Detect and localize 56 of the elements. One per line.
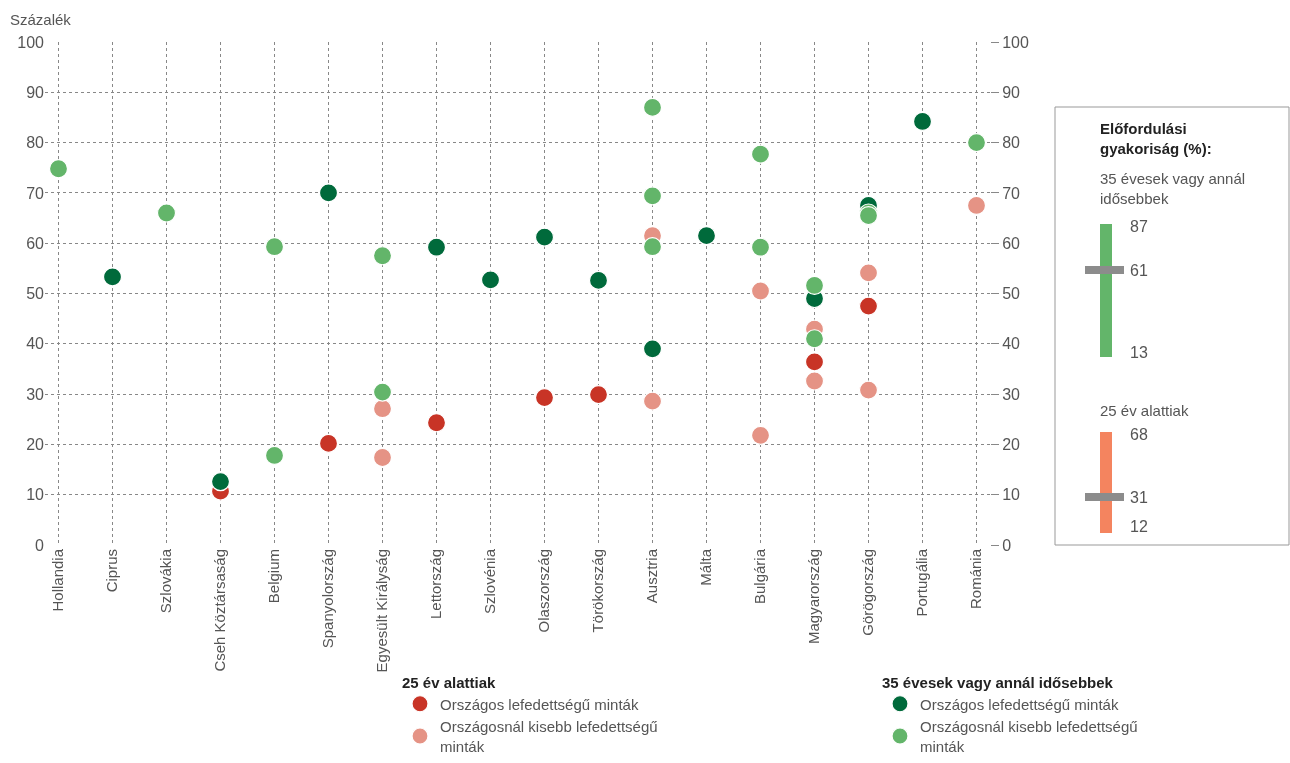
- text: 31: [1130, 489, 1148, 506]
- x-tick-label: Olaszország: [535, 549, 553, 633]
- y2-tick-label: 40: [1002, 335, 1021, 353]
- text: 12: [1130, 518, 1148, 535]
- y2-tick-label: 20: [1002, 436, 1021, 453]
- x-tick-label: Bulgária: [751, 548, 769, 605]
- y-tick-label: 10: [26, 486, 45, 504]
- y2-tick-label: 10: [1002, 486, 1021, 504]
- x-tick-label: Törökország: [589, 549, 607, 633]
- x-tick-label: Belgium: [265, 549, 283, 604]
- y-tick-label: 80: [26, 134, 45, 152]
- y-tick-label: 40: [26, 335, 45, 353]
- x-tick-label: Hollandia: [49, 548, 67, 612]
- y-tick-label: 100: [17, 33, 45, 51]
- category-label: 25 év alattiak: [1100, 402, 1189, 419]
- text: 35 évesek vagy annál idősebbek: [882, 673, 1114, 691]
- legend-label: Országosnál kisebb lefedettségű minták: [920, 718, 1138, 755]
- x-tick-label: Románia: [967, 548, 985, 610]
- text: 68: [1130, 426, 1148, 443]
- y2-tick-label: 90: [1002, 83, 1021, 101]
- x-tick-label: Ciprus: [103, 549, 121, 593]
- y2-tick-label: 70: [1002, 184, 1021, 202]
- category-label: 35 évesek vagy annál idősebbek: [1100, 170, 1246, 207]
- legend-label: Országos lefedettségű minták: [440, 695, 639, 713]
- text: 25 év alattiak: [402, 673, 497, 691]
- x-tick-label: Spanyolország: [319, 549, 337, 649]
- x-tick-label: Málta: [697, 548, 715, 586]
- legend-label: Országos lefedettségű minták: [920, 695, 1119, 713]
- y2-tick-label: 50: [1002, 285, 1021, 303]
- x-tick-label: Ausztria: [643, 548, 661, 604]
- legend-label: Országosnál kisebb lefedettségű minták: [440, 718, 658, 755]
- y-tick-label: 90: [26, 83, 45, 101]
- text: 13: [1130, 344, 1148, 361]
- y-tick-label: 0: [35, 536, 45, 554]
- x-tick-label: Szlovénia: [481, 548, 499, 615]
- y2-tick-label: 30: [1002, 385, 1021, 403]
- y-tick-label: 20: [26, 436, 45, 453]
- y2-tick-label: 0: [1002, 536, 1012, 554]
- y-axis-title: Százalék: [10, 11, 72, 28]
- y-tick-label: 60: [26, 234, 45, 252]
- text: 61: [1130, 262, 1148, 279]
- y-tick-label: 70: [26, 184, 45, 202]
- y2-tick-label: 100: [1002, 33, 1029, 51]
- y-tick-label: 30: [26, 385, 45, 403]
- x-tick-label: Szlovákia: [157, 548, 175, 614]
- x-tick-label: Magyarország: [805, 549, 823, 645]
- x-tick-label: Görögország: [859, 549, 877, 636]
- text: Előfordulási gyakoriság (%):: [1100, 120, 1212, 157]
- x-tick-label: Cseh Köztársaság: [211, 549, 229, 672]
- y2-tick-label: 80: [1002, 134, 1021, 152]
- x-tick-label: Portugália: [913, 548, 931, 617]
- y-tick-label: 50: [26, 285, 45, 303]
- text: 87: [1130, 218, 1148, 235]
- x-tick-label: Egyesült Királyság: [373, 549, 391, 673]
- x-tick-label: Lettország: [427, 549, 445, 620]
- y2-tick-label: 60: [1002, 234, 1021, 252]
